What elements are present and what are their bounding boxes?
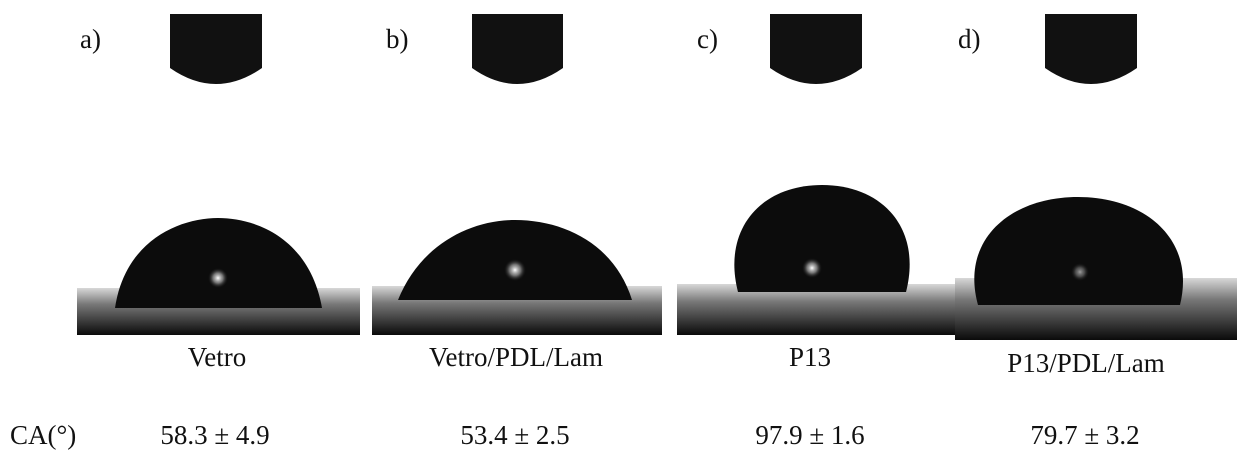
figure: a) Vetro 58.3 ± 4.9 b) Vetro/PDL/Lam 53.… — [0, 0, 1237, 452]
reflection — [208, 268, 228, 288]
contact-angle: 79.7 ± 3.2 — [1030, 420, 1139, 450]
sample-name: P13 — [789, 342, 831, 372]
sample-name: Vetro/PDL/Lam — [429, 342, 603, 372]
needle — [170, 14, 262, 84]
contact-angle: 53.4 ± 2.5 — [460, 420, 569, 450]
panel: c) P13 97.9 ± 1.6 — [677, 14, 970, 450]
panel: d) P13/PDL/Lam 79.7 ± 3.2 — [955, 14, 1237, 450]
needle — [1045, 14, 1137, 84]
panel: a) Vetro 58.3 ± 4.9 — [77, 14, 360, 450]
ca-label: CA(°) — [10, 420, 76, 450]
reflection — [504, 259, 526, 281]
reflection — [1071, 263, 1089, 281]
contact-angle: 97.9 ± 1.6 — [755, 420, 864, 450]
reflection — [802, 258, 822, 278]
panel-label: a) — [80, 24, 101, 54]
needle — [770, 14, 862, 84]
sample-name: Vetro — [188, 342, 246, 372]
panel: b) Vetro/PDL/Lam 53.4 ± 2.5 — [372, 14, 662, 450]
panel-label: d) — [958, 24, 981, 54]
contact-angle: 58.3 ± 4.9 — [160, 420, 269, 450]
panel-label: c) — [697, 24, 718, 54]
panel-label: b) — [386, 24, 409, 54]
needle — [472, 14, 563, 84]
sample-name: P13/PDL/Lam — [1007, 348, 1165, 378]
